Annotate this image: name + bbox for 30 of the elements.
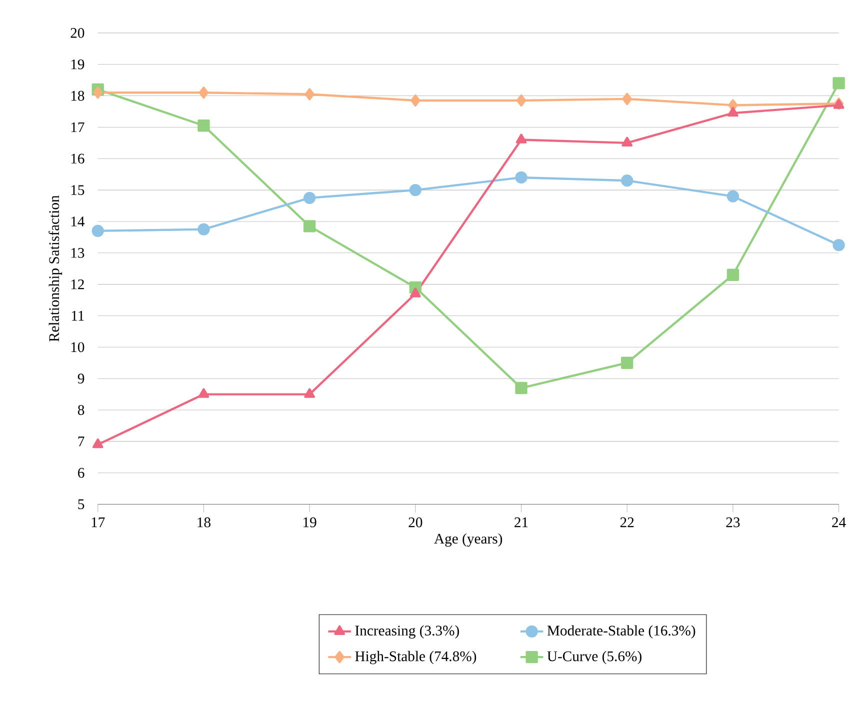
x-tick-label: 21 <box>514 517 528 528</box>
y-tick-label: 17 <box>71 122 84 132</box>
y-tick-label: 5 <box>78 499 84 510</box>
y-tick-label: 19 <box>71 59 84 70</box>
x-tick-label: 17 <box>92 517 105 528</box>
x-axis-title: Age (years) <box>434 533 502 547</box>
y-tick-label: 18 <box>71 90 84 101</box>
x-tick-label: 22 <box>620 517 634 528</box>
x-tick-label: 18 <box>198 517 210 528</box>
legend-label: High-Stable (74.8%) <box>355 650 476 664</box>
y-tick-label: 13 <box>71 248 84 258</box>
y-tick-label: 12 <box>71 279 84 290</box>
y-tick-label: 10 <box>71 342 84 352</box>
y-tick-label: 11 <box>72 310 84 321</box>
y-tick-label: 9 <box>78 374 84 384</box>
x-tick-label: 20 <box>408 517 422 528</box>
y-tick-label: 14 <box>71 216 85 226</box>
x-tick-label: 23 <box>726 517 740 528</box>
y-tick-label: 7 <box>78 436 84 446</box>
x-tick-label: 24 <box>832 517 846 528</box>
y-tick-label: 6 <box>78 468 84 478</box>
legend-label: U-Curve (5.6%) <box>547 650 642 664</box>
y-tick-label: 15 <box>71 185 84 195</box>
y-axis-title: Relationship Satisfaction <box>48 195 62 342</box>
legend-label: Moderate-Stable (16.3%) <box>547 625 696 639</box>
x-tick-label: 19 <box>304 517 316 528</box>
y-tick-label: 8 <box>78 405 84 415</box>
legend-label: Increasing (3.3%) <box>355 625 459 639</box>
y-tick-label: 20 <box>70 28 84 38</box>
y-tick-label: 16 <box>71 154 84 164</box>
